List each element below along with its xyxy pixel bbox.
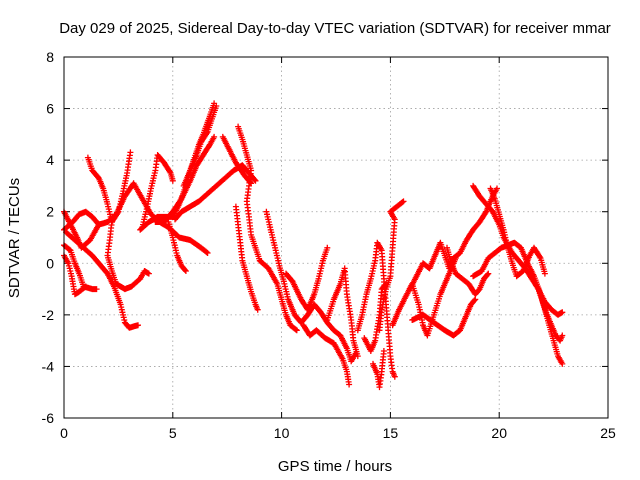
axis-ticks xyxy=(63,56,609,419)
x-tick-label: 20 xyxy=(491,425,507,441)
chart-title: Day 029 of 2025, Sidereal Day-to-day VTE… xyxy=(59,20,611,37)
series-arc07 xyxy=(108,149,134,225)
data-points-arc12 xyxy=(165,219,189,274)
x-tick-label: 5 xyxy=(169,425,177,441)
series-arc10 xyxy=(152,133,218,225)
series-arc20 xyxy=(324,265,361,360)
series-arc02 xyxy=(61,242,100,293)
y-axis-label: SDTVAR / TECUs xyxy=(6,178,23,298)
data-points-arc20 xyxy=(324,265,361,360)
series-arc15 xyxy=(235,123,300,334)
data-points-arc29 xyxy=(487,185,548,280)
data-points-arc07 xyxy=(108,149,134,225)
data-points-arc05 xyxy=(63,229,141,331)
data-points-arc16 xyxy=(232,203,261,313)
y-tick-label: 6 xyxy=(46,101,54,117)
grid xyxy=(64,57,608,418)
x-tick-label: 25 xyxy=(600,425,616,441)
y-tick-label: 0 xyxy=(46,255,54,271)
series-arc31 xyxy=(535,286,566,344)
x-tick-label: 10 xyxy=(274,425,290,441)
data-points-arc18 xyxy=(283,244,331,313)
data-points-arc15 xyxy=(235,123,300,334)
data-points-arc28 xyxy=(470,182,566,318)
series-arc01 xyxy=(61,180,211,256)
series-arc32 xyxy=(444,244,492,298)
data-points-arc31 xyxy=(535,286,566,344)
plot-frame xyxy=(63,56,609,419)
y-tick-label: -4 xyxy=(42,358,55,374)
series-arc05 xyxy=(63,229,141,331)
data-points-arc01 xyxy=(61,180,211,256)
data-points-arc13 xyxy=(180,103,220,189)
y-tick-label: 2 xyxy=(46,204,54,220)
data-points-arc32 xyxy=(444,244,492,298)
y-tick-label: -2 xyxy=(42,307,55,323)
series-arc22 xyxy=(376,198,407,334)
series-arc12 xyxy=(165,219,189,274)
data-points-arc23 xyxy=(361,280,389,354)
data-marks xyxy=(61,100,566,391)
data-points-arc02 xyxy=(61,242,100,293)
data-points-arc10 xyxy=(152,133,218,225)
x-tick-label: 0 xyxy=(60,425,68,441)
series-arc17 xyxy=(263,208,359,365)
series-arc29 xyxy=(487,185,548,280)
series-arc14 xyxy=(219,133,255,187)
series-arc06 xyxy=(84,154,152,293)
series-arc13 xyxy=(180,103,220,189)
data-points-arc19 xyxy=(300,322,353,388)
y-tick-label: 4 xyxy=(46,152,54,168)
series-arc24 xyxy=(370,348,387,391)
series-arc28 xyxy=(470,182,566,318)
data-points-arc24 xyxy=(370,348,387,391)
data-points-arc27 xyxy=(409,296,479,339)
series-arc27 xyxy=(409,296,479,339)
series-arc23 xyxy=(361,280,389,354)
data-points-arc06 xyxy=(84,154,152,293)
series-arc18 xyxy=(283,244,331,313)
series-arc19 xyxy=(300,322,353,388)
series-arc16 xyxy=(232,203,261,313)
tick-labels: 0 5 10 15 20 25 -6 -4 -2 0 2 4 6 8 xyxy=(42,49,616,441)
data-points-arc14 xyxy=(219,133,255,187)
data-points-arc17 xyxy=(263,208,359,365)
x-axis-label: GPS time / hours xyxy=(278,458,392,475)
x-tick-label: 15 xyxy=(383,425,399,441)
data-points-arc22 xyxy=(376,198,407,334)
y-tick-label: 8 xyxy=(46,49,54,65)
y-tick-label: -6 xyxy=(42,410,55,426)
